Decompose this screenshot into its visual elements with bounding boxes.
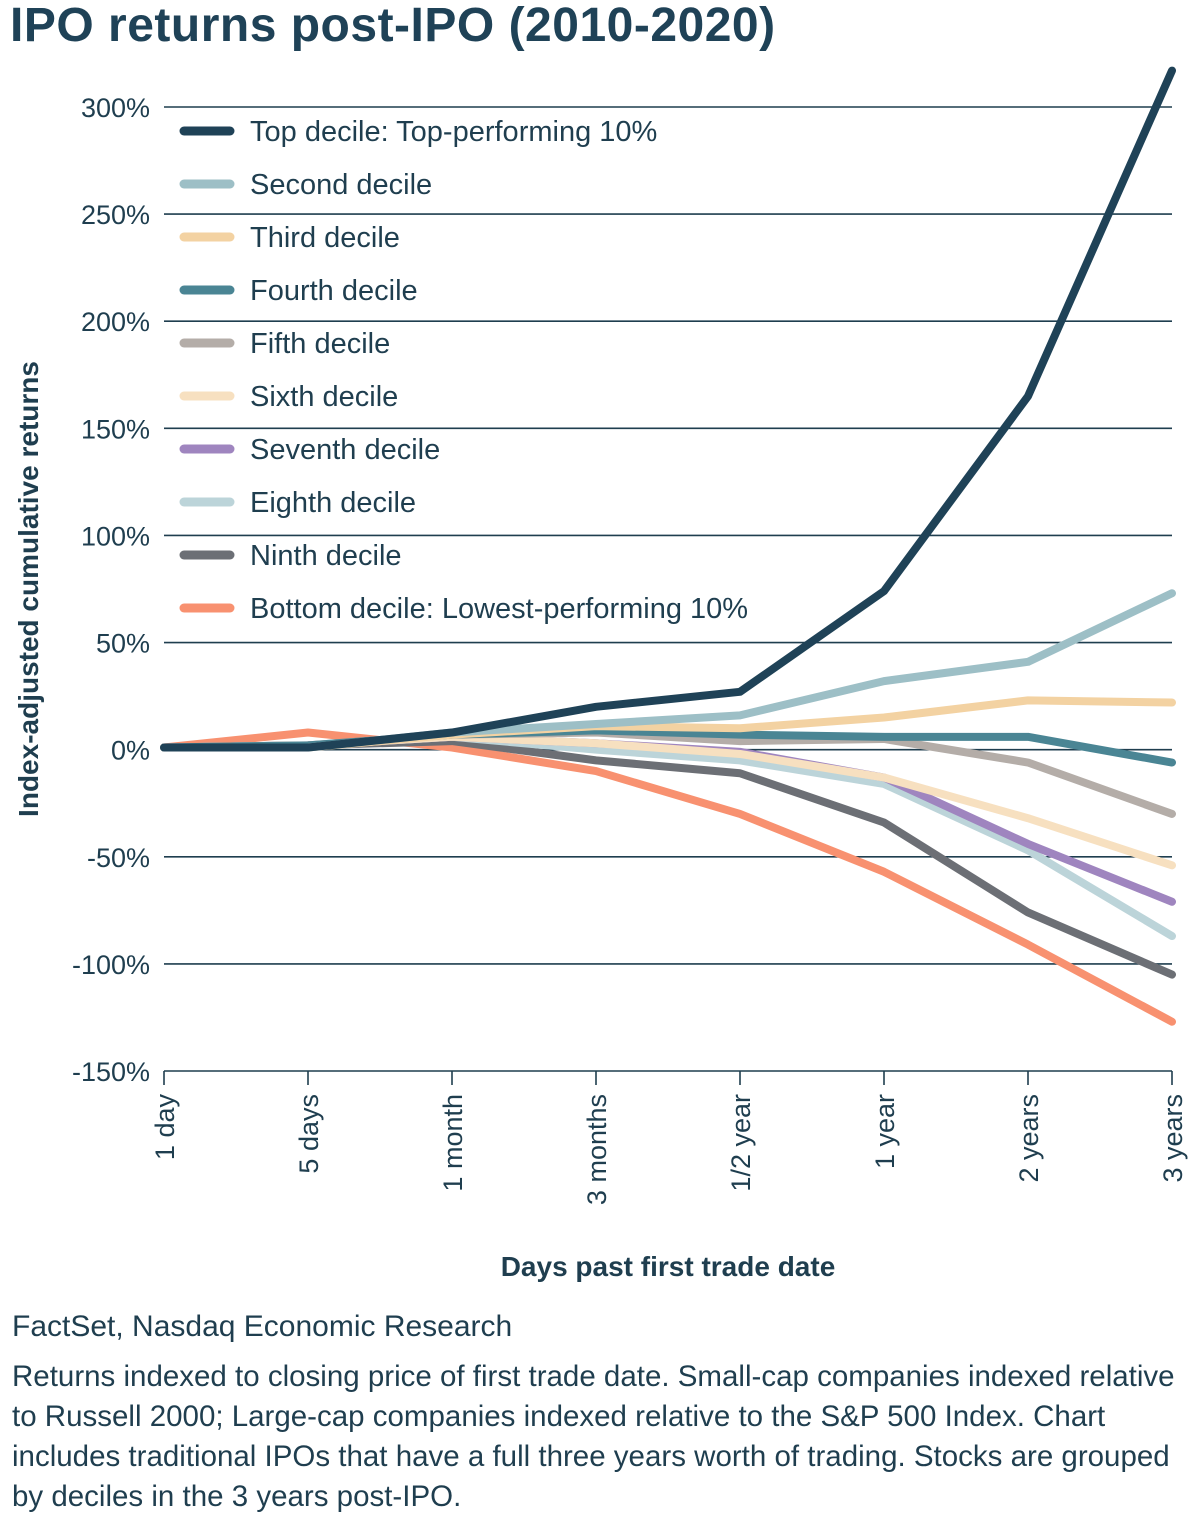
source-text: FactSet, Nasdaq Economic Research bbox=[12, 1310, 513, 1343]
y-tick-label: 300% bbox=[81, 93, 150, 123]
x-tick-label: 3 months bbox=[582, 1094, 612, 1205]
x-axis: 1 day 5 days 1 month 3 months 1/2 year 1 year… bbox=[150, 1071, 1188, 1205]
series-line bbox=[160, 66, 1176, 752]
y-tick-label: 250% bbox=[81, 200, 150, 230]
legend-label: Ninth decile bbox=[250, 540, 402, 572]
y-tick-label: 200% bbox=[81, 307, 150, 337]
y-tick-label: 50% bbox=[96, 629, 150, 659]
legend-label: Fifth decile bbox=[250, 328, 390, 360]
y-tick-label: 150% bbox=[81, 414, 150, 444]
footnote-text: Returns indexed to closing price of firs… bbox=[12, 1360, 1175, 1513]
legend-label: Seventh decile bbox=[250, 434, 440, 466]
x-tick-label: 2 years bbox=[1014, 1094, 1044, 1183]
legend-label: Bottom decile: Lowest-performing 10% bbox=[250, 593, 748, 625]
legend: Top decile: Top-performing 10% Second dec… bbox=[179, 116, 748, 625]
x-tick-label: 1 month bbox=[438, 1094, 468, 1192]
series-lines bbox=[160, 66, 1176, 1026]
legend-label: Second decile bbox=[250, 169, 432, 201]
legend-label: Sixth decile bbox=[250, 381, 398, 413]
x-axis-label: Days past first trade date bbox=[501, 1251, 836, 1282]
x-tick-label: 1 year bbox=[870, 1094, 900, 1169]
y-axis-ticks: 300% 250% 200% 150% 100% 50% 0% -50% -100% -150% bbox=[72, 93, 150, 1087]
legend-label: Eighth decile bbox=[250, 487, 416, 519]
series-line bbox=[160, 728, 1176, 1026]
x-tick-label: 1/2 year bbox=[726, 1094, 756, 1192]
legend-label: Fourth decile bbox=[250, 275, 418, 307]
grid-lines bbox=[164, 106, 1172, 1072]
y-tick-label: -150% bbox=[72, 1057, 150, 1087]
x-tick-label: 3 years bbox=[1158, 1094, 1188, 1183]
legend-label: Third decile bbox=[250, 222, 400, 254]
y-tick-label: 0% bbox=[111, 736, 150, 766]
chart-title: IPO returns post-IPO (2010-2020) bbox=[10, 0, 776, 52]
y-axis-label: Index-adjusted cumulative returns bbox=[13, 361, 44, 817]
y-tick-label: 100% bbox=[81, 521, 150, 551]
y-tick-label: -100% bbox=[72, 950, 150, 980]
y-tick-label: -50% bbox=[87, 843, 150, 873]
chart-area: 300%250%200%150%100%50%0%-50%-100%-150% … bbox=[13, 66, 1188, 1282]
x-tick-label: 1 day bbox=[150, 1094, 180, 1161]
x-tick-label: 5 days bbox=[294, 1094, 324, 1174]
legend-label: Top decile: Top-performing 10% bbox=[250, 116, 657, 148]
